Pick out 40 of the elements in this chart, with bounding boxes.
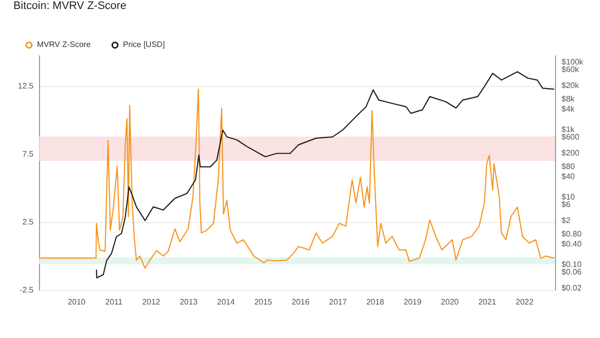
y2-tick-label: $40 (562, 172, 576, 182)
y2-tick-label: $2 (562, 216, 571, 226)
y2-tick-label: $10 (562, 192, 576, 202)
y-tick-label: -2.5 (20, 286, 34, 294)
legend-label: Price [USD] (123, 40, 165, 50)
y2-tick-label: $0.06 (562, 267, 582, 276)
y2-tick-label: $1k (562, 124, 576, 134)
y2-tick-label: $0.80 (562, 229, 582, 238)
legend-label: MVRV Z-Score (37, 40, 92, 50)
y2-tick-label: $0.10 (562, 260, 582, 269)
y-tick-label: 12.5 (18, 82, 34, 91)
y2-tick-label: $0.02 (562, 284, 582, 293)
x-tick-label: 2021 (478, 298, 497, 306)
y2-tick-label: $4k (562, 104, 576, 114)
x-tick-label: 2015 (254, 298, 273, 306)
x-tick-label: 2013 (180, 298, 198, 306)
x-tick-label: 2016 (292, 298, 310, 306)
chart-title: Bitcoin: MVRV Z-Score (13, 0, 126, 12)
x-tick-label: 2010 (68, 298, 86, 306)
x-tick-label: 2022 (516, 298, 534, 306)
y2-tick-label: $100k (562, 57, 584, 66)
y2-tick-label: $6 (562, 200, 571, 209)
y2-tick-label: $200 (562, 148, 580, 158)
x-tick-label: 2018 (366, 298, 385, 306)
y2-tick-label: $8k (562, 94, 576, 104)
y-tick-label: 7.5 (22, 150, 34, 159)
y2-tick-label: $80 (562, 162, 576, 171)
x-tick-label: 2019 (404, 298, 422, 306)
line-series (38, 88, 555, 269)
x-tick-label: 2020 (440, 298, 460, 306)
y2-tick-label: $600 (562, 132, 580, 142)
x-tick-label: 2011 (105, 298, 124, 306)
x-tick-label: 2017 (329, 298, 348, 306)
x-tick-label: 2014 (217, 298, 236, 306)
y2-tick-label: $0.40 (562, 240, 582, 249)
y2-tick-label: $20k (562, 80, 580, 90)
line-series (96, 71, 555, 278)
x-tick-label: 2012 (142, 298, 161, 306)
y2-tick-label: $60k (562, 64, 580, 74)
y-tick-label: 2.5 (22, 218, 34, 227)
